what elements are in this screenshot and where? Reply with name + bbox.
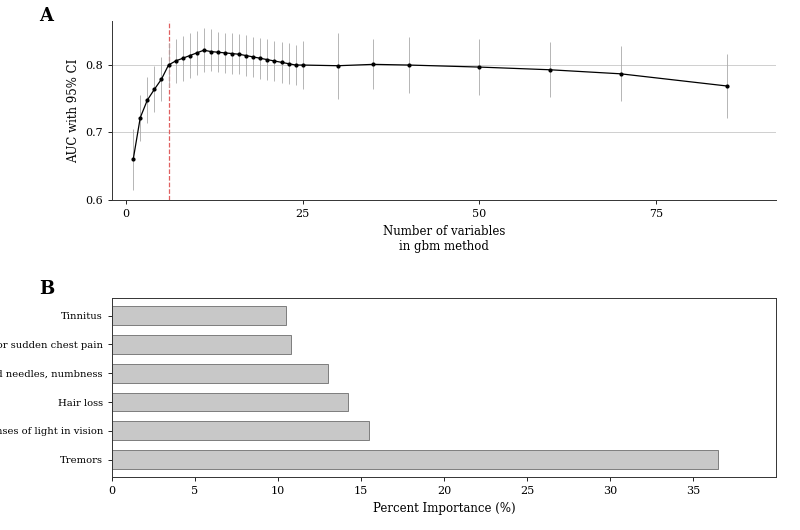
Y-axis label: AUC with 95% CI: AUC with 95% CI	[66, 58, 80, 163]
Text: B: B	[39, 280, 54, 298]
Bar	[112, 335, 291, 354]
Bar	[112, 393, 348, 411]
X-axis label: Number of variables
in gbm method: Number of variables in gbm method	[383, 225, 505, 252]
Bar	[112, 364, 328, 383]
X-axis label: Percent Importance (%): Percent Importance (%)	[373, 501, 515, 515]
Text: A: A	[39, 7, 53, 25]
Bar	[112, 450, 718, 469]
Bar	[112, 421, 370, 440]
Bar	[112, 306, 286, 325]
